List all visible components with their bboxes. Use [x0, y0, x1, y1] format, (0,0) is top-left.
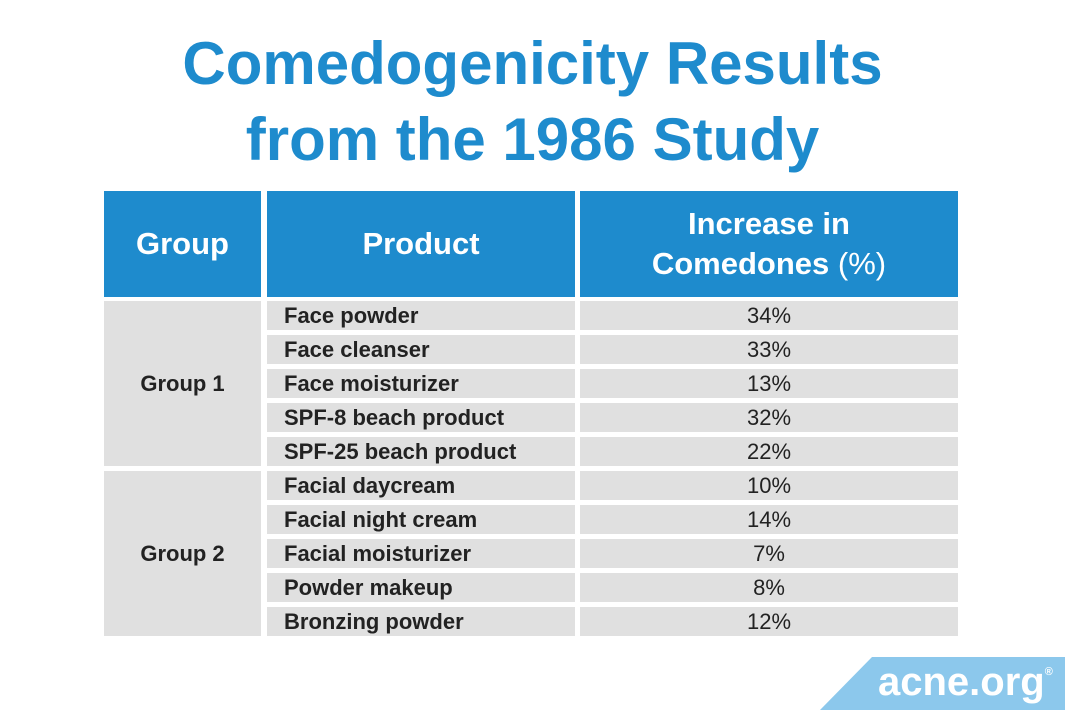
- product-cell: Face powder: [267, 301, 575, 330]
- product-cell-text: Face powder: [284, 302, 419, 328]
- value-cell-text: 13%: [746, 370, 792, 396]
- product-cell-text: Facial moisturizer: [284, 540, 472, 566]
- value-cell: 22%: [580, 437, 958, 466]
- product-cell: SPF-8 beach product: [267, 403, 575, 432]
- logo: acne.org®: [878, 660, 1053, 705]
- header-text: Group: [136, 226, 229, 261]
- product-cell: Powder makeup: [267, 573, 575, 602]
- product-cell-text: Face moisturizer: [284, 370, 459, 396]
- value-cell-text: 22%: [746, 438, 792, 464]
- header-text: Product: [362, 226, 480, 261]
- logo-text: acne.org: [878, 660, 1045, 704]
- product-cell-text: SPF-8 beach product: [284, 404, 505, 430]
- group-cell-text: Group 1: [140, 370, 225, 396]
- header-text-wrap: Increase in Comedones (%): [634, 204, 904, 284]
- group-cell: Group 1: [104, 301, 261, 466]
- product-cell-text: Bronzing powder: [284, 608, 464, 634]
- value-cell: 14%: [580, 505, 958, 534]
- value-cell-text: 34%: [746, 302, 792, 328]
- value-cell: 32%: [580, 403, 958, 432]
- title-line: Comedogenicity Results: [182, 30, 883, 97]
- group-cell-text: Group 2: [140, 540, 225, 566]
- title-line: from the 1986 Study: [245, 106, 820, 173]
- product-cell: Facial daycream: [267, 471, 575, 500]
- header-unit: (%): [837, 246, 887, 281]
- header-cell: Group: [104, 191, 261, 297]
- header-cell: Increase in Comedones (%): [580, 191, 958, 297]
- value-cell: 33%: [580, 335, 958, 364]
- value-cell: 8%: [580, 573, 958, 602]
- product-cell-text: Face cleanser: [284, 336, 430, 362]
- logo-background: [820, 657, 1065, 710]
- value-cell-text: 14%: [746, 506, 792, 532]
- value-cell-text: 12%: [746, 608, 792, 634]
- product-cell: Facial night cream: [267, 505, 575, 534]
- value-cell: 7%: [580, 539, 958, 568]
- product-cell: Facial moisturizer: [267, 539, 575, 568]
- product-cell: Face cleanser: [267, 335, 575, 364]
- value-cell: 34%: [580, 301, 958, 330]
- product-cell-text: Facial night cream: [284, 506, 478, 532]
- value-cell: 10%: [580, 471, 958, 500]
- logo-mark: ®: [1044, 666, 1053, 678]
- product-cell-text: Powder makeup: [284, 574, 453, 600]
- value-cell-text: 7%: [753, 540, 785, 566]
- group-cell: Group 2: [104, 471, 261, 636]
- product-cell: SPF-25 beach product: [267, 437, 575, 466]
- product-cell: Bronzing powder: [267, 607, 575, 636]
- product-cell-text: Facial daycream: [284, 472, 456, 498]
- product-cell-text: SPF-25 beach product: [284, 438, 517, 464]
- value-cell-text: 33%: [746, 336, 792, 362]
- header-cell: Product: [267, 191, 575, 297]
- value-cell-text: 10%: [746, 472, 792, 498]
- header-text: Increase in Comedones: [651, 206, 850, 281]
- value-cell-text: 8%: [753, 574, 785, 600]
- value-cell: 13%: [580, 369, 958, 398]
- product-cell: Face moisturizer: [267, 369, 575, 398]
- value-cell-text: 32%: [746, 404, 792, 430]
- value-cell: 12%: [580, 607, 958, 636]
